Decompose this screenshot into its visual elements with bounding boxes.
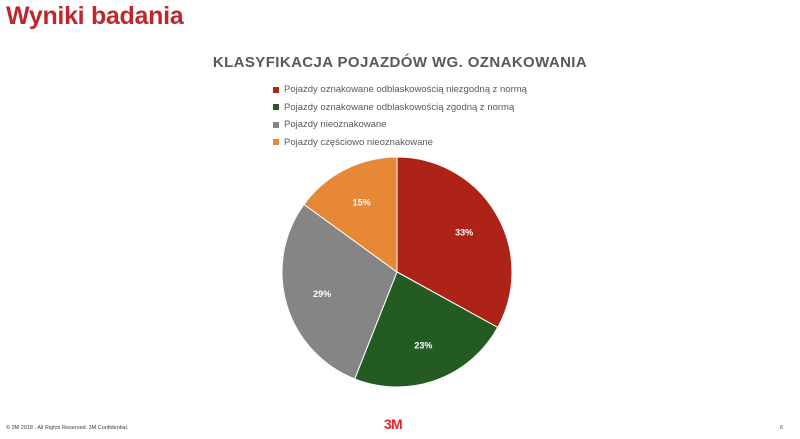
chart-title: KLASYFIKACJA POJAZDÓW WG. OZNAKOWANIA [212, 54, 588, 71]
footer-copyright: © 3M 2018 . All Rights Reserved. 3M Conf… [6, 425, 129, 431]
3m-logo: 3M [384, 416, 403, 432]
pie-slice [281, 203, 398, 380]
pie-data-label: 23% [414, 340, 432, 350]
legend-item: Pojazdy oznakowane odblaskowością zgodną… [273, 99, 527, 117]
pie-data-label: 15% [353, 198, 371, 208]
legend-swatch [273, 121, 279, 128]
pie-data-label: 33% [455, 227, 473, 237]
page-number: 6 [780, 425, 784, 431]
legend-item: Pojazdy nieoznakowane [273, 116, 527, 134]
legend-swatch [273, 139, 279, 146]
pie-data-label: 29% [313, 289, 331, 299]
chart-legend: Pojazdy oznakowane odblaskowością niezgo… [273, 81, 527, 151]
legend-label: Pojazdy nieoznakowane [284, 119, 387, 131]
legend-swatch [273, 86, 279, 93]
legend-label: Pojazdy częściowo nieoznakowane [284, 136, 433, 148]
pie-slice [354, 271, 499, 388]
pie-slice [396, 156, 513, 329]
slide-title: Wyniki badania [6, 2, 184, 30]
pie-slice [303, 156, 398, 273]
legend-swatch [273, 104, 279, 111]
legend-label: Pojazdy oznakowane odblaskowością niezgo… [284, 84, 527, 96]
legend-item: Pojazdy częściowo nieoznakowane [273, 134, 527, 152]
legend-label: Pojazdy oznakowane odblaskowością zgodną… [284, 101, 515, 113]
pie-chart: 33% 23% 29% 15% [281, 156, 513, 388]
legend-item: Pojazdy oznakowane odblaskowością niezgo… [273, 81, 527, 99]
